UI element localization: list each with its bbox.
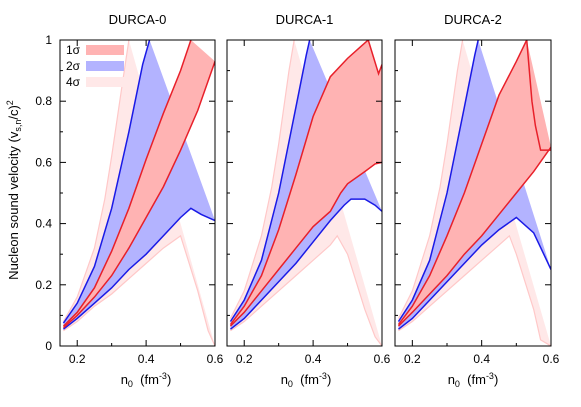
- x-axis-label-2: n0 (fm-3): [448, 371, 499, 389]
- x-tick-label: 0.6: [543, 352, 560, 366]
- panel-2: DURCA-2 0.2 0.4 0.6: [394, 12, 560, 366]
- legend: 1σ 2σ 4σ: [66, 43, 124, 89]
- line-4sigma-lower-1: [230, 234, 382, 346]
- x-axis-label-1: n0 (fm-3): [281, 371, 332, 389]
- line-1sigma-lower-2: [397, 146, 551, 327]
- line-2sigma-lower-0: [62, 207, 215, 330]
- band-1sigma-1: [230, 40, 382, 327]
- x-tick-label: 0.4: [473, 352, 490, 366]
- line-1sigma-upper-1: [229, 40, 382, 326]
- y-axis-label: Nucleon sound velocity (vs,n/c)2: [5, 100, 23, 280]
- x-axis-label-0: n0 (fm-3): [121, 371, 172, 389]
- legend-swatch-2sigma: [86, 61, 124, 71]
- panels: DURCA-0 0.2 0.4 0.6 0 0.2 0.4 0.6 0.8 1 DURCA-1 0.2…: [35, 12, 559, 366]
- band-1sigma-2: [398, 40, 551, 327]
- panel-1: DURCA-1 0.2 0.4 0.6: [226, 12, 391, 366]
- y-tick-label: 0.6: [35, 155, 52, 169]
- line-2sigma-lower-2: [398, 216, 551, 330]
- legend-label-1sigma: 1σ: [66, 43, 81, 57]
- y-tick-label: 0.2: [35, 278, 52, 292]
- x-tick-label: 0.6: [207, 352, 224, 366]
- x-tick-label: 0.6: [374, 352, 391, 366]
- y-tick-label: 0: [45, 339, 52, 353]
- legend-swatch-1sigma: [86, 45, 124, 55]
- x-tick-label: 0.2: [404, 352, 421, 366]
- line-1sigma-edge-2: [525, 40, 551, 151]
- panel-title-0: DURCA-0: [109, 12, 167, 27]
- legend-label-4sigma: 4σ: [66, 75, 81, 89]
- y-tick-label: 0.4: [35, 217, 52, 231]
- x-tick-label: 0.4: [305, 352, 322, 366]
- line-1sigma-lower-0: [62, 61, 215, 329]
- line-4sigma-upper-2: [397, 40, 464, 319]
- x-tick-label: 0.2: [236, 352, 253, 366]
- line-4sigma-upper-1: [229, 40, 295, 319]
- panel-title-2: DURCA-2: [444, 12, 502, 27]
- plot-area-0: [62, 40, 215, 346]
- panel-0: DURCA-0 0.2 0.4 0.6 0 0.2 0.4 0.6 0.8 1: [35, 12, 223, 366]
- line-2sigma-upper-1: [229, 40, 311, 322]
- line-2sigma-lower-1: [229, 198, 382, 330]
- line-1sigma-upper-0: [62, 40, 192, 327]
- y-tick-label: 1: [45, 33, 52, 47]
- x-tick-label: 0.2: [69, 352, 86, 366]
- plot-area-2: [397, 40, 551, 346]
- line-1sigma-lower-1: [229, 161, 382, 327]
- panel-title-1: DURCA-1: [276, 12, 334, 27]
- line-4sigma-lower-0: [63, 234, 215, 346]
- band-1sigma-0: [63, 40, 215, 328]
- y-tick-label: 0.8: [35, 94, 52, 108]
- line-1sigma-upper-2: [397, 40, 528, 326]
- line-2sigma-upper-0: [62, 40, 151, 324]
- line-2sigma-upper-2: [397, 40, 479, 322]
- line-4sigma-lower-2: [398, 234, 551, 346]
- x-tick-label: 0.4: [138, 352, 155, 366]
- plot-area-1: [229, 40, 382, 346]
- legend-label-2sigma: 2σ: [66, 59, 81, 73]
- legend-swatch-4sigma: [86, 77, 124, 87]
